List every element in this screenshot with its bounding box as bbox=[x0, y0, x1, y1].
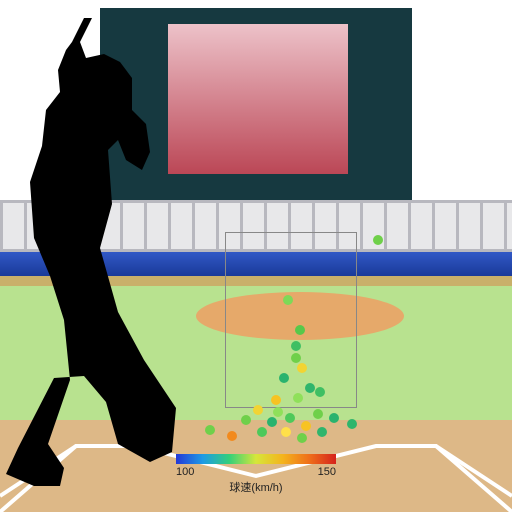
pitch-marker bbox=[281, 427, 291, 437]
pitch-marker bbox=[285, 413, 295, 423]
pitch-markers bbox=[0, 0, 512, 512]
pitch-marker bbox=[283, 295, 293, 305]
legend-tick-min: 100 bbox=[176, 466, 194, 478]
pitch-marker bbox=[271, 395, 281, 405]
pitch-marker bbox=[305, 383, 315, 393]
pitch-marker bbox=[313, 409, 323, 419]
pitch-marker bbox=[273, 407, 283, 417]
pitch-marker bbox=[291, 341, 301, 351]
legend-gradient-bar bbox=[176, 454, 336, 464]
pitch-marker bbox=[253, 405, 263, 415]
legend-label: 球速(km/h) bbox=[176, 479, 336, 495]
pitch-marker bbox=[291, 353, 301, 363]
pitch-marker bbox=[295, 325, 305, 335]
pitch-marker bbox=[329, 413, 339, 423]
pitch-marker bbox=[297, 363, 307, 373]
pitch-marker bbox=[315, 387, 325, 397]
pitch-marker bbox=[227, 431, 237, 441]
pitch-marker bbox=[373, 235, 383, 245]
speed-legend: 100 150 球速(km/h) bbox=[176, 454, 336, 495]
pitch-marker bbox=[301, 421, 311, 431]
pitch-marker bbox=[257, 427, 267, 437]
pitch-marker bbox=[297, 433, 307, 443]
pitch-marker bbox=[279, 373, 289, 383]
pitch-marker bbox=[317, 427, 327, 437]
legend-ticks: 100 150 bbox=[176, 466, 336, 478]
pitch-marker bbox=[293, 393, 303, 403]
pitch-location-chart: 100 150 球速(km/h) bbox=[0, 0, 512, 512]
legend-tick-max: 150 bbox=[318, 466, 336, 478]
pitch-marker bbox=[205, 425, 215, 435]
pitch-marker bbox=[267, 417, 277, 427]
pitch-marker bbox=[241, 415, 251, 425]
pitch-marker bbox=[347, 419, 357, 429]
